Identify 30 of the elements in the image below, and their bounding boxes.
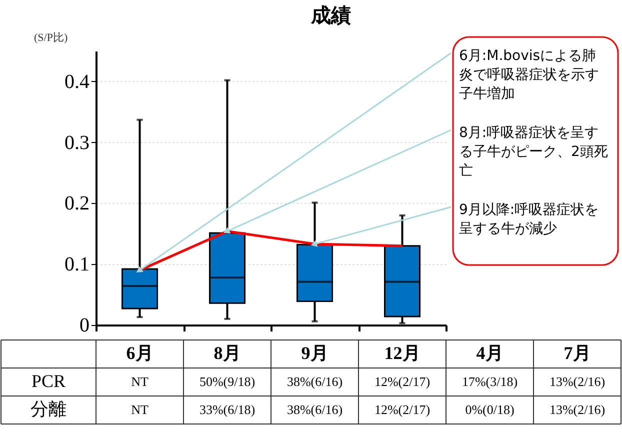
text: 13%(2/16) (549, 374, 606, 389)
y-tick-label: 0.3 (64, 132, 90, 154)
category-label: 分離 (30, 399, 66, 419)
category-label: 4月 (476, 343, 504, 363)
text: NT (131, 402, 148, 417)
text: 12%(2/17) (374, 402, 430, 417)
text: 12%(2/17) (374, 374, 430, 389)
text: 17%(3/18) (462, 374, 518, 389)
y-tick-label: 0.4 (64, 70, 90, 93)
text: 50%(9/18) (199, 374, 256, 389)
y-tick-label: 0.1 (64, 254, 90, 276)
text: NT (131, 374, 148, 389)
y-tick-label: 0 (80, 314, 90, 336)
y-tick-label: 0.2 (64, 192, 90, 215)
text: 8月:呼吸器症状を呈する子牛がピーク、2頭死亡 (459, 125, 608, 179)
category-label: 7月 (564, 343, 591, 363)
category-label: 12月 (384, 343, 420, 363)
category-label: 6月 (126, 343, 154, 363)
text: 33%(6/18) (199, 402, 256, 417)
text: 0%(0/18) (465, 402, 514, 417)
text: 13%(2/16) (549, 402, 606, 417)
chart-title: 成績 (310, 3, 351, 27)
text: 6月:M.bovisによる肺炎で呼吸器症状を示す子牛増加 (459, 48, 599, 102)
text: 38%(6/16) (286, 374, 343, 389)
category-label: PCR (31, 371, 66, 391)
category-label: 8月 (214, 343, 241, 363)
category-label: 9月 (301, 343, 328, 363)
text: 9月以降:呼吸器症状を呈する牛が減少 (459, 202, 599, 237)
y-axis-title: (S/P比) (34, 31, 68, 44)
text: 38%(6/16) (286, 402, 343, 417)
